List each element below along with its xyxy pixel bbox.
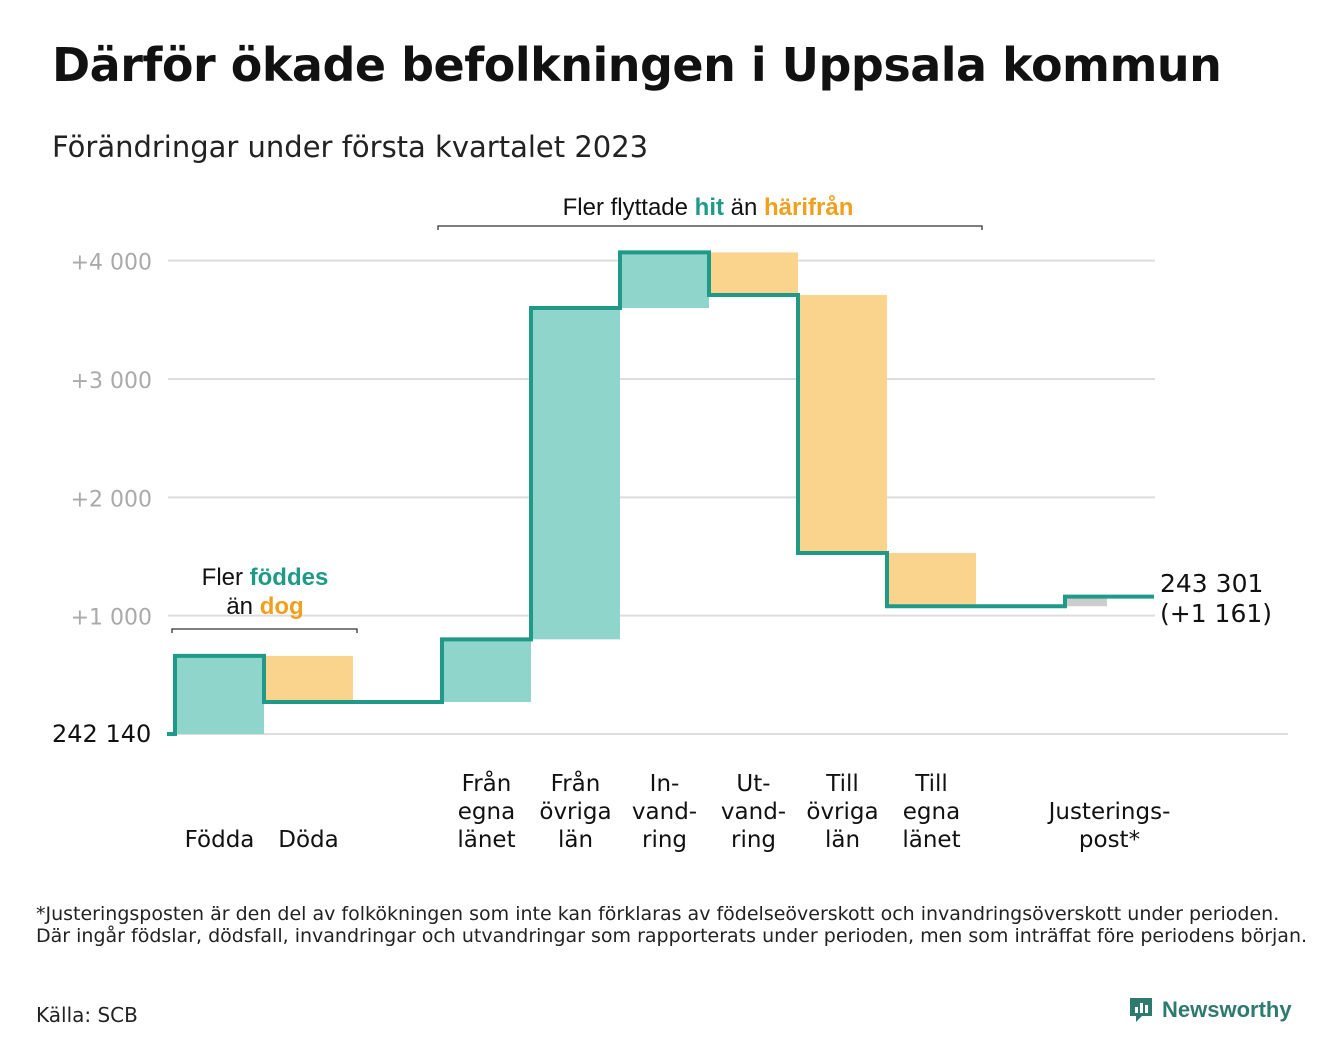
category-label: Från (551, 769, 601, 797)
increase-bar (531, 308, 620, 640)
start-value-label: 242 140 (52, 720, 151, 748)
cumulative-step-line (167, 250, 1154, 736)
decrease-bar (709, 252, 798, 295)
adjustment-bar (1067, 596, 1107, 607)
grid-layer (168, 259, 1288, 735)
category-label: Ut- (736, 771, 770, 797)
births-annotation-line2: än dog (226, 593, 303, 620)
category-label: Till (914, 771, 948, 797)
decrease-bar (264, 655, 353, 703)
y-tick-label: +2 000 (71, 487, 152, 512)
category-label: län (825, 827, 860, 853)
category-label: In- (650, 771, 680, 797)
source-note: Källa: SCB (36, 1003, 138, 1027)
category-label: vand- (632, 799, 697, 825)
brand: Newsworthy (1128, 996, 1292, 1024)
step-line-layer (167, 250, 1154, 736)
births-bracket (171, 628, 358, 633)
increase-bar (175, 655, 264, 734)
category-label: vand- (721, 799, 786, 825)
category-label: Från (462, 769, 512, 797)
y-tick-label: +4 000 (71, 251, 152, 276)
migration-bracket (437, 225, 983, 230)
footnote: *Justeringsposten är den del av folkökni… (36, 903, 1308, 947)
migration-annotation: Fler flyttade hit än härifrån (563, 194, 854, 221)
increase-bar (620, 252, 709, 309)
brand-name: Newsworthy (1162, 997, 1292, 1022)
category-label: län (558, 827, 593, 853)
category-label: Till (825, 771, 859, 797)
end-value-label: 243 301 (1160, 569, 1263, 598)
bar-layer (175, 252, 1107, 734)
category-label: länet (457, 827, 515, 853)
category-label: övriga (806, 799, 878, 825)
category-label: länet (902, 827, 960, 853)
category-label: Döda (278, 827, 338, 853)
y-tick-label: +3 000 (71, 369, 152, 394)
category-label: post* (1079, 827, 1140, 853)
category-label: övriga (539, 799, 611, 825)
decrease-bar (798, 294, 887, 553)
category-label: egna (458, 799, 515, 825)
newsworthy-logo-icon (1130, 998, 1152, 1022)
decrease-bar (887, 552, 976, 607)
chart-subtitle: Förändringar under första kvartalet 2023 (52, 130, 649, 164)
births-annotation-line1: Fler föddes (202, 564, 329, 591)
category-label: Födda (185, 827, 255, 853)
category-label: egna (903, 799, 960, 825)
y-tick-label: +1 000 (71, 606, 152, 631)
category-label: ring (731, 827, 776, 853)
end-change-label: (+1 161) (1160, 599, 1272, 628)
increase-bar (442, 639, 531, 703)
category-label: Justerings- (1047, 799, 1171, 825)
chart-title: Därför ökade befolkningen i Uppsala komm… (52, 38, 1222, 92)
category-label: ring (642, 827, 687, 853)
